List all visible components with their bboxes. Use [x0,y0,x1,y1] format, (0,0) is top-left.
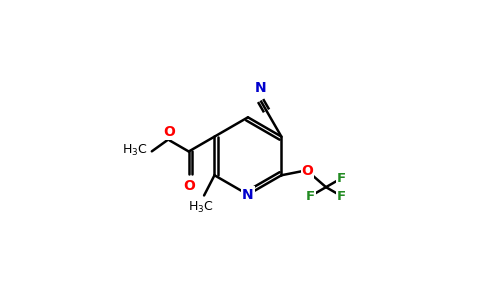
Text: N: N [255,81,266,95]
Text: O: O [183,179,195,193]
Text: F: F [337,190,346,202]
Text: F: F [337,172,346,185]
Text: O: O [302,164,314,178]
Text: N: N [242,188,254,202]
Text: H$_3$C: H$_3$C [122,143,147,158]
Text: H$_3$C: H$_3$C [188,200,214,215]
Text: O: O [164,125,175,139]
Text: F: F [306,190,315,202]
